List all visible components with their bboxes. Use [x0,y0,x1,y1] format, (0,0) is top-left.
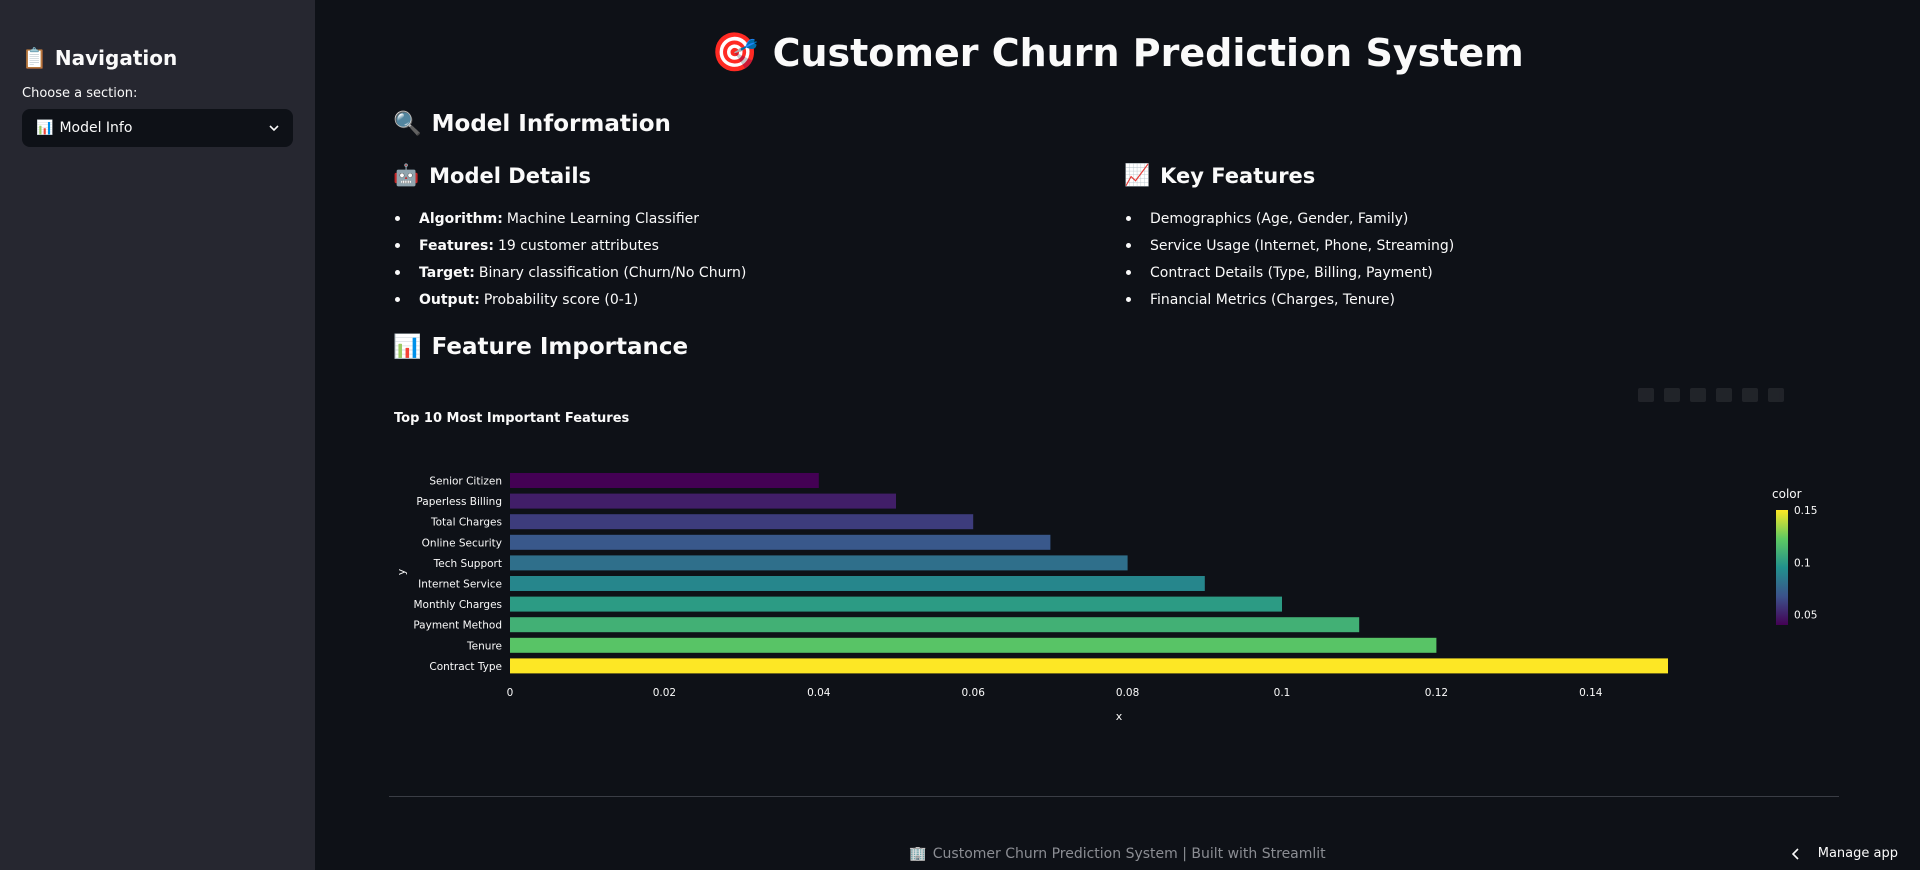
x-tick-label: 0.06 [962,687,986,699]
bar-total-charges[interactable] [510,514,974,530]
list-item: Contract Details (Type, Billing, Payment… [1124,259,1454,286]
sidebar: 📋 Navigation Choose a section: 📊 Model I… [0,0,315,870]
bar-senior-citizen[interactable] [510,473,819,488]
list-item: Algorithm: Machine Learning Classifier [393,205,746,232]
model-information-heading: 🔍 Model Information [393,110,671,138]
list-item: Service Usage (Internet, Phone, Streamin… [1124,232,1454,259]
chart-title: Top 10 Most Important Features [394,411,630,426]
camera-icon[interactable] [1638,388,1654,402]
colorbar [1776,510,1788,625]
list-item: Target: Binary classification (Churn/No C… [393,259,746,286]
section-select[interactable]: 📊 Model Info [22,109,293,147]
list-item: Features: 19 customer attributes [393,232,746,259]
y-tick-label: Tech Support [433,558,502,570]
key-features-list: Demographics (Age, Gender, Family) Servi… [1124,205,1454,313]
feature-importance-chart: Top 10 Most Important Features Senior Ci… [394,411,1817,723]
bar-monthly-charges[interactable] [510,596,1282,612]
y-tick-label: Tenure [466,640,502,652]
x-tick-label: 0.12 [1425,687,1448,699]
list-item: Financial Metrics (Charges, Tenure) [1124,286,1454,313]
model-details-heading: 🤖 Model Details [393,163,591,188]
sidebar-title: 📋 Navigation [22,46,293,70]
page-title-text: Customer Churn Prediction System [772,30,1524,75]
list-item: Output: Probability score (0-1) [393,286,746,313]
manage-app-label: Manage app [1817,846,1898,861]
section-select-label: Choose a section: [22,86,138,101]
y-tick-label: Payment Method [413,620,502,632]
chart-toolbar[interactable] [1638,388,1784,402]
x-tick-label: 0.1 [1274,687,1291,699]
footer: 🏢 Customer Churn Prediction System | Bui… [315,846,1920,862]
page-title: 🎯 Customer Churn Prediction System [315,30,1920,75]
list-item: Demographics (Age, Gender, Family) [1124,205,1454,232]
manage-app-button[interactable]: Manage app [1791,846,1898,861]
x-tick-label: 0 [507,687,514,699]
colorbar-title: color [1772,487,1802,501]
bar-tech-support[interactable] [510,555,1128,571]
key-features-heading: 📈 Key Features [1124,163,1315,188]
zoom-icon[interactable] [1664,388,1680,402]
y-tick-label: Senior Citizen [429,476,502,488]
chart-icon: 📊 [36,120,54,136]
magnifier-icon: 🔍 [393,111,422,137]
chevron-left-icon[interactable] [1791,847,1800,860]
chevron-down-icon[interactable] [269,123,279,133]
feature-importance-heading: 📊 Feature Importance [393,333,689,361]
zoom-in-icon[interactable] [1716,388,1732,402]
x-tick-label: 0.04 [807,687,831,699]
model-details-title: Model Details [429,163,592,188]
model-details-list: Algorithm: Machine Learning Classifier Fe… [393,205,746,313]
y-tick-label: Paperless Billing [416,496,502,508]
sidebar-title-text: Navigation [54,46,178,70]
model-information-title: Model Information [431,110,671,137]
x-tick-label: 0.08 [1116,687,1139,699]
section-select-value: Model Info [59,120,133,136]
bar-tenure[interactable] [510,637,1437,653]
bar-online-security[interactable] [510,534,1051,550]
y-tick-label: Internet Service [418,579,502,591]
pan-icon[interactable] [1690,388,1706,402]
y-tick-label: Contract Type [429,661,502,673]
footer-text: Customer Churn Prediction System | Built… [932,846,1326,862]
robot-icon: 🤖 [393,163,420,187]
main-content: 🎯 Customer Churn Prediction System 🔍 Mod… [315,0,1920,870]
bar-contract-type[interactable] [510,658,1668,674]
colorbar-tick-label: 0.15 [1794,505,1817,517]
bar-paperless-billing[interactable] [510,493,896,509]
bar-chart-icon: 📊 [393,334,422,360]
bar-payment-method[interactable] [510,617,1360,633]
autoscale-icon[interactable] [1768,388,1784,402]
divider [389,796,1839,797]
office-building-icon: 🏢 [909,846,927,862]
x-tick-label: 0.14 [1579,687,1603,699]
colorbar-tick-label: 0.05 [1794,610,1817,622]
zoom-out-icon[interactable] [1742,388,1758,402]
bar-internet-service[interactable] [510,576,1205,591]
target-icon: 🎯 [711,30,759,74]
clipboard-icon: 📋 [22,46,47,70]
y-tick-label: Monthly Charges [413,599,502,611]
y-tick-label: Online Security [422,537,502,549]
x-axis-label: x [1116,710,1123,723]
y-tick-label: Total Charges [430,517,502,529]
x-tick-label: 0.02 [653,687,676,699]
key-features-title: Key Features [1160,163,1316,188]
feature-importance-title: Feature Importance [431,333,689,360]
colorbar-tick-label: 0.1 [1794,557,1811,569]
y-axis-label: y [395,568,408,575]
trend-chart-icon: 📈 [1124,163,1151,187]
